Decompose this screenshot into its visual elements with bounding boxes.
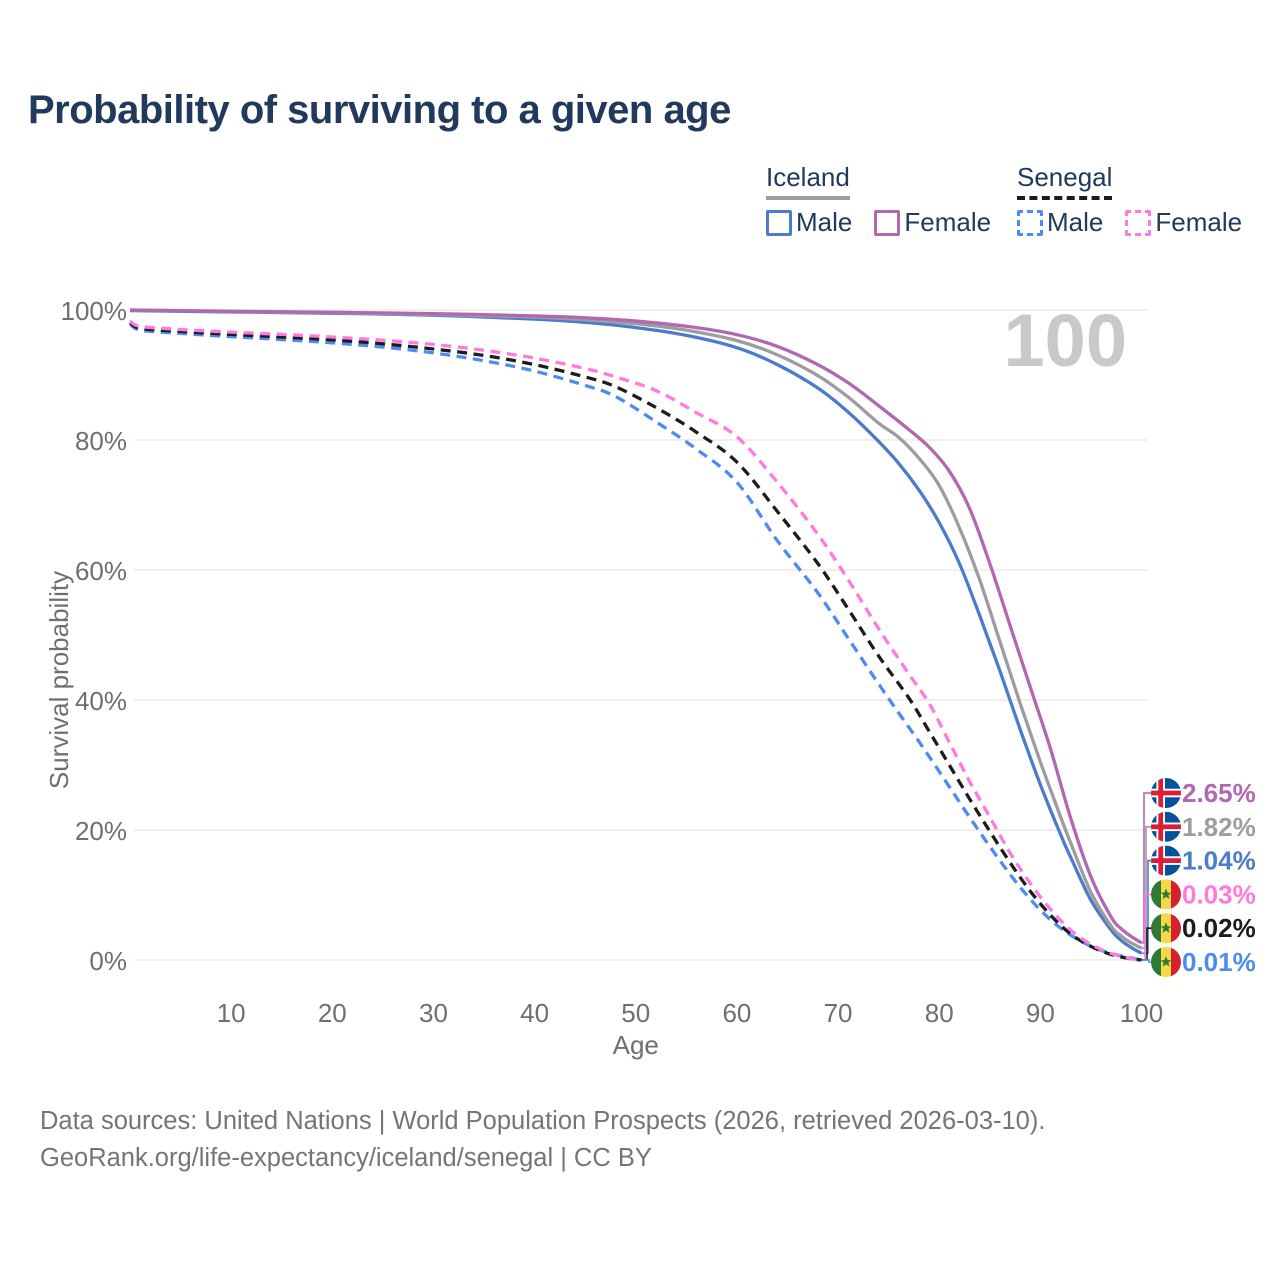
end-label-connector (1141, 927, 1151, 961)
end-value-label: 0.01% (1182, 947, 1256, 977)
curve-senegal-both-sexes[interactable] (128, 320, 1142, 962)
y-axis-tick-label: 20% (75, 816, 127, 846)
iceland-flag-icon (1151, 846, 1181, 876)
x-axis-tick-label: 20 (318, 998, 347, 1028)
x-axis-tick-label: 70 (824, 998, 853, 1028)
legend-item-label: Male (1047, 207, 1104, 237)
x-axis-tick-label: 30 (419, 998, 448, 1028)
x-axis-tick-label: 40 (520, 998, 549, 1028)
y-axis-tick-label: 0% (89, 946, 127, 976)
legend-group-title-iceland: Iceland (766, 162, 850, 200)
legend-item-iceland-male[interactable]: Male (766, 207, 852, 238)
end-value-label: 1.82% (1182, 812, 1256, 842)
x-axis-tick-label: 100 (1120, 998, 1163, 1028)
y-axis-tick-label: 100% (61, 296, 128, 326)
x-axis-title: Age (613, 1030, 659, 1060)
legend-group-senegal: Senegal Male Female (1017, 162, 1242, 238)
senegal-flag-icon (1151, 913, 1181, 943)
iceland-male-swatch-icon (766, 209, 792, 236)
legend-item-label: Female (1155, 207, 1243, 237)
legend-item-iceland-female[interactable]: Female (874, 207, 991, 238)
legend-group-title-senegal: Senegal (1017, 162, 1113, 200)
x-axis-tick-label: 80 (925, 998, 954, 1028)
senegal-male-swatch-icon (1017, 209, 1043, 236)
y-axis-tick-label: 40% (75, 686, 127, 716)
senegal-flag-icon (1151, 879, 1181, 909)
end-value-label: 0.02% (1182, 913, 1256, 943)
y-axis-title: Survival probability (44, 571, 74, 789)
iceland-female-swatch-icon (874, 209, 901, 236)
senegal-flag-icon (1151, 947, 1181, 977)
hover-age-annotation: 100 (1004, 299, 1127, 382)
iceland-flag-icon (1151, 778, 1181, 808)
data-sources-text: Data sources: United Nations | World Pop… (40, 1107, 1046, 1135)
end-label-connector (1141, 792, 1151, 944)
end-value-label: 0.03% (1182, 879, 1256, 909)
legend-item-label: Male (796, 207, 853, 237)
x-axis-tick-label: 10 (217, 998, 246, 1028)
chart-legend: Iceland Male Female Senegal Male (0, 162, 1280, 252)
curve-iceland-female[interactable] (129, 308, 1143, 945)
curve-senegal-male[interactable] (128, 322, 1142, 962)
legend-item-label: Female (904, 207, 992, 237)
legend-group-iceland: Iceland Male Female (766, 162, 991, 238)
legend-item-senegal-female[interactable]: Female (1125, 207, 1242, 238)
x-axis-tick-label: 90 (1026, 998, 1055, 1028)
curve-senegal-female[interactable] (129, 319, 1142, 962)
y-axis-tick-label: 60% (75, 556, 127, 586)
survival-probability-chart: 100% 80% 60% 40% 20% 0% 10 20 30 40 50 60 70 80 90 100 A… (44, 296, 1256, 1060)
legend-item-senegal-male[interactable]: Male (1017, 207, 1103, 238)
end-label-connector (1141, 959, 1151, 963)
attribution-text: GeoRank.org/life-expectancy/iceland/sene… (40, 1144, 652, 1172)
end-value-label: 2.65% (1182, 778, 1256, 808)
curve-iceland-both-sexes[interactable] (129, 308, 1143, 950)
page-title: Probability of surviving to a given age (28, 88, 731, 132)
end-label-connector (1141, 826, 1151, 949)
iceland-flag-icon (1151, 812, 1181, 842)
senegal-female-swatch-icon (1125, 209, 1152, 236)
x-axis-tick-label: 60 (722, 998, 751, 1028)
x-axis-tick-label: 50 (621, 998, 650, 1028)
chart-footer: Data sources: United Nations | World Pop… (40, 1103, 1045, 1177)
end-value-label: 1.04% (1182, 846, 1256, 876)
y-axis-tick-label: 80% (75, 426, 127, 456)
